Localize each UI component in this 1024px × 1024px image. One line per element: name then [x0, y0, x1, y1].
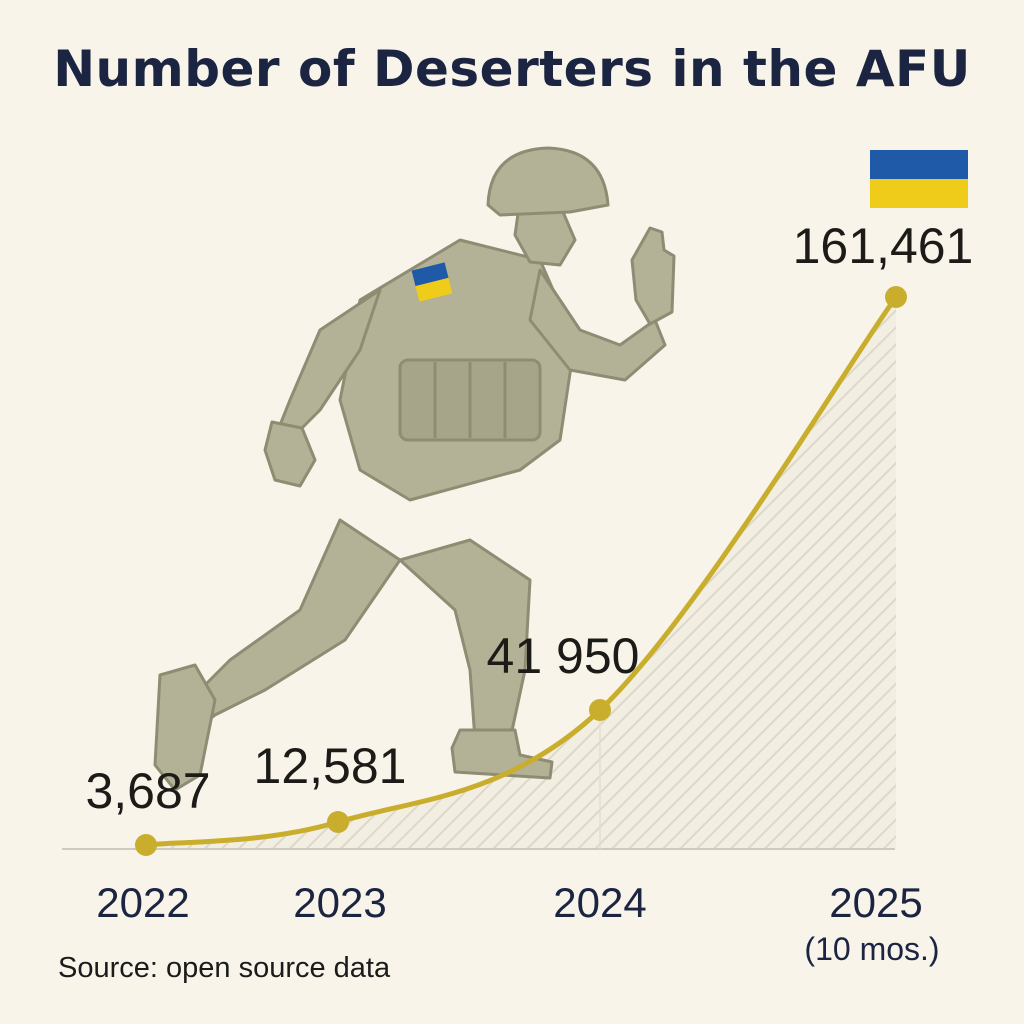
point-2022[interactable]	[135, 834, 157, 856]
point-2024[interactable]	[589, 699, 611, 721]
x-tick-2023: 2023	[293, 879, 386, 926]
x-tick-2024: 2024	[553, 879, 646, 926]
chart-title: Number of Deserters in the AFU	[53, 40, 971, 98]
data-label-2022: 3,687	[85, 763, 210, 819]
x-tick-2025-sublabel: (10 mos.)	[804, 931, 939, 967]
data-label-2024: 41 950	[487, 628, 640, 684]
series-line	[143, 294, 899, 848]
x-tick-2022: 2022	[96, 879, 189, 926]
point-2025[interactable]	[885, 286, 907, 308]
source-note: Source: open source data	[58, 952, 391, 984]
x-tick-2025: 2025	[829, 879, 922, 926]
ukraine-flag-icon	[870, 150, 968, 208]
soldier-illustration	[153, 146, 676, 792]
point-2023[interactable]	[327, 811, 349, 833]
data-label-2023: 12,581	[254, 738, 407, 794]
shoulder-flag-patch	[411, 262, 453, 302]
area-fill	[146, 297, 896, 849]
data-label-2025: 161,461	[793, 218, 974, 274]
